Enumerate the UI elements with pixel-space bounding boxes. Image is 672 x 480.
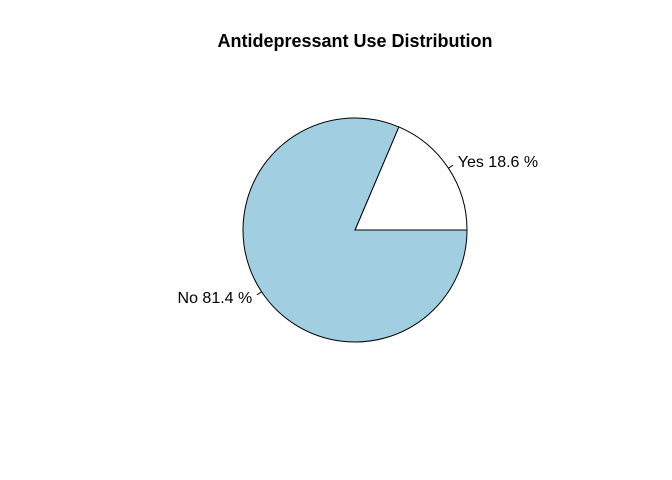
slice-label-yes: Yes 18.6 % xyxy=(458,154,538,171)
chart-title: Antidepressant Use Distribution xyxy=(217,31,492,51)
slice-label-no: No 81.4 % xyxy=(178,290,253,307)
pie-slice-yes xyxy=(354,126,468,231)
pie-slice-no xyxy=(242,117,468,343)
leader-line-no xyxy=(256,291,262,296)
pie-labels: Yes 18.6 % No 81.4 % xyxy=(178,154,539,307)
leader-line-yes xyxy=(448,164,454,169)
pie-slices xyxy=(242,117,468,343)
